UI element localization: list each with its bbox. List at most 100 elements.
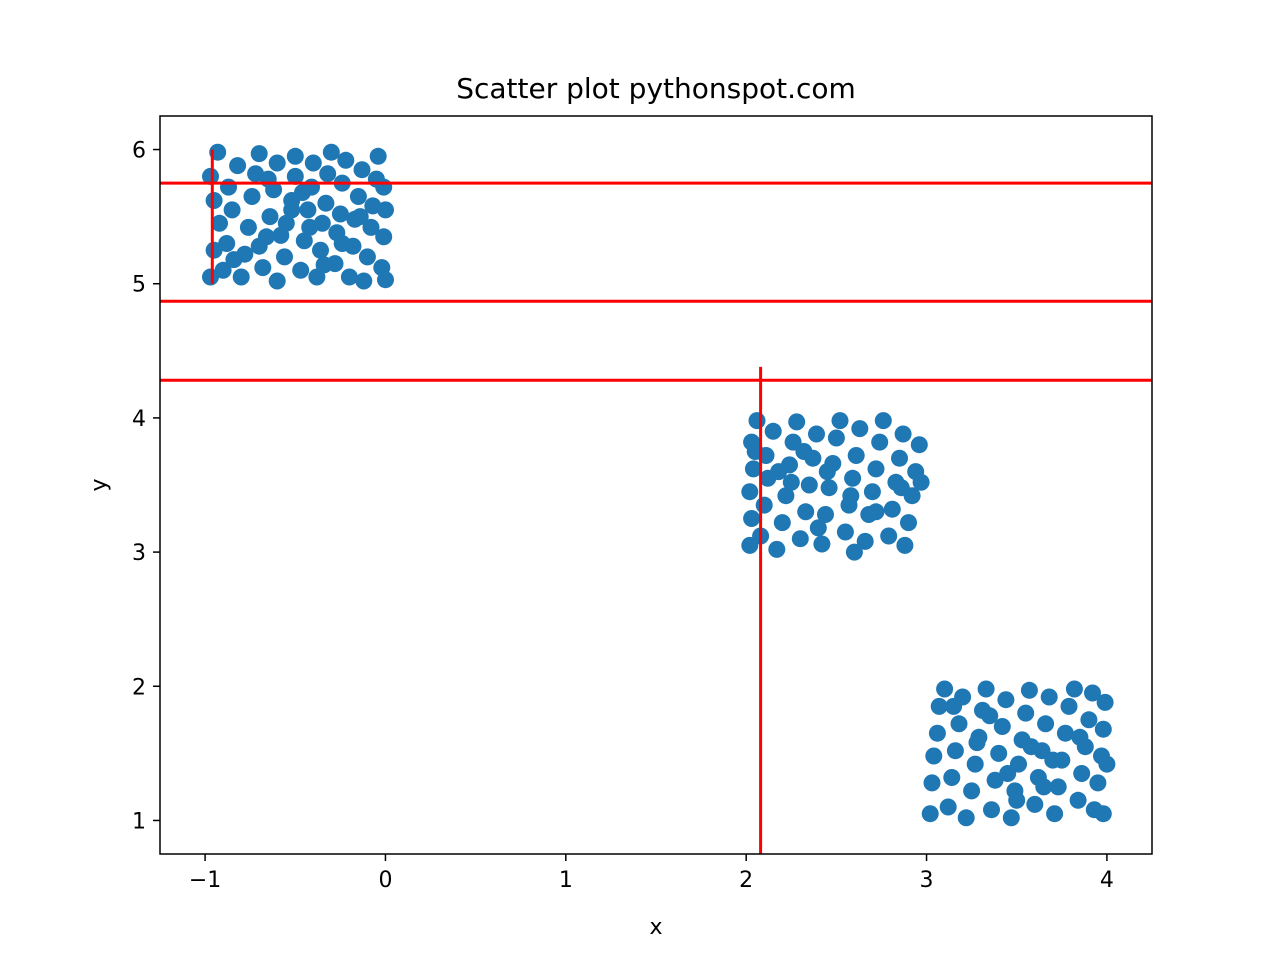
data-point xyxy=(1040,688,1058,706)
data-point xyxy=(936,680,954,698)
data-point xyxy=(299,201,317,219)
data-point xyxy=(349,188,367,205)
data-point xyxy=(1046,805,1064,823)
data-point xyxy=(205,192,223,209)
data-point xyxy=(748,412,766,430)
data-point xyxy=(1096,693,1114,711)
data-point xyxy=(957,809,975,827)
data-point xyxy=(355,272,373,290)
data-point xyxy=(286,147,304,165)
data-point xyxy=(229,157,247,175)
data-point xyxy=(1084,684,1101,702)
data-point xyxy=(981,707,999,725)
data-point xyxy=(817,506,834,523)
data-point xyxy=(1098,755,1116,773)
data-point xyxy=(369,147,387,165)
data-point xyxy=(250,237,268,255)
data-point xyxy=(827,429,845,447)
data-point xyxy=(315,256,333,274)
y-tick-label: 6 xyxy=(132,139,146,164)
data-point xyxy=(358,248,376,266)
data-point xyxy=(856,532,874,550)
data-point xyxy=(867,460,885,478)
data-point xyxy=(268,272,286,290)
data-point xyxy=(1008,791,1026,809)
data-point xyxy=(844,469,862,487)
data-point xyxy=(773,514,791,532)
y-tick-label: 4 xyxy=(132,407,146,432)
data-point xyxy=(1094,720,1112,738)
data-point xyxy=(867,503,885,521)
data-point xyxy=(232,268,250,286)
data-point xyxy=(795,443,813,460)
data-point xyxy=(836,523,854,541)
data-point xyxy=(1049,778,1067,796)
data-point xyxy=(295,232,313,250)
data-point xyxy=(202,268,219,286)
data-point xyxy=(283,201,301,219)
data-point xyxy=(880,527,898,545)
data-point xyxy=(218,235,236,252)
data-point xyxy=(1060,697,1078,715)
data-point xyxy=(333,235,351,252)
data-point xyxy=(292,261,310,279)
data-point xyxy=(883,500,901,518)
data-point xyxy=(788,413,806,431)
data-point xyxy=(317,194,335,212)
data-point xyxy=(993,718,1011,735)
data-point xyxy=(220,178,237,196)
data-point xyxy=(912,473,930,491)
data-point xyxy=(900,514,917,532)
axis-ticks: −1 0 1 2 3 4 1 2 3 4 5 6 xyxy=(132,139,1114,893)
data-point xyxy=(818,463,836,481)
data-point xyxy=(214,261,232,279)
data-point xyxy=(304,154,322,172)
data-point xyxy=(351,208,369,226)
data-point xyxy=(946,742,964,760)
data-point xyxy=(923,774,941,792)
data-point xyxy=(375,178,393,196)
data-point xyxy=(963,782,981,800)
y-tick-label: 1 xyxy=(132,809,146,834)
data-point xyxy=(842,487,860,505)
y-tick-label: 2 xyxy=(132,675,146,700)
data-point xyxy=(268,154,286,172)
axes-frame xyxy=(159,115,1153,855)
data-point xyxy=(331,205,349,223)
data-point xyxy=(768,540,786,558)
data-point xyxy=(1073,765,1091,782)
data-point xyxy=(986,771,1004,789)
data-point xyxy=(294,184,311,201)
data-point xyxy=(809,519,827,537)
data-point xyxy=(943,769,961,786)
data-point xyxy=(966,755,984,773)
y-tick-label: 3 xyxy=(132,541,146,566)
data-point xyxy=(968,734,986,752)
data-point xyxy=(945,697,963,715)
data-point xyxy=(770,463,788,481)
data-point xyxy=(362,218,380,236)
data-point xyxy=(243,188,261,205)
data-point xyxy=(891,449,908,467)
data-point xyxy=(286,167,304,185)
data-point xyxy=(950,715,968,733)
data-point xyxy=(977,680,995,698)
x-tick-label: 3 xyxy=(920,868,934,893)
data-point xyxy=(1020,681,1038,699)
data-point xyxy=(939,798,957,816)
data-point xyxy=(744,460,762,478)
data-point xyxy=(930,697,948,715)
data-point xyxy=(239,218,257,236)
data-point xyxy=(322,143,340,161)
reference-lines xyxy=(160,149,1152,854)
data-point xyxy=(337,151,355,169)
x-tick-label: 4 xyxy=(1100,868,1114,893)
data-point xyxy=(925,747,943,765)
data-point xyxy=(1094,805,1112,823)
data-point xyxy=(1044,751,1062,769)
x-tick-label: 0 xyxy=(378,868,392,893)
data-point xyxy=(896,536,914,554)
data-point xyxy=(777,487,795,505)
data-point xyxy=(254,259,272,277)
